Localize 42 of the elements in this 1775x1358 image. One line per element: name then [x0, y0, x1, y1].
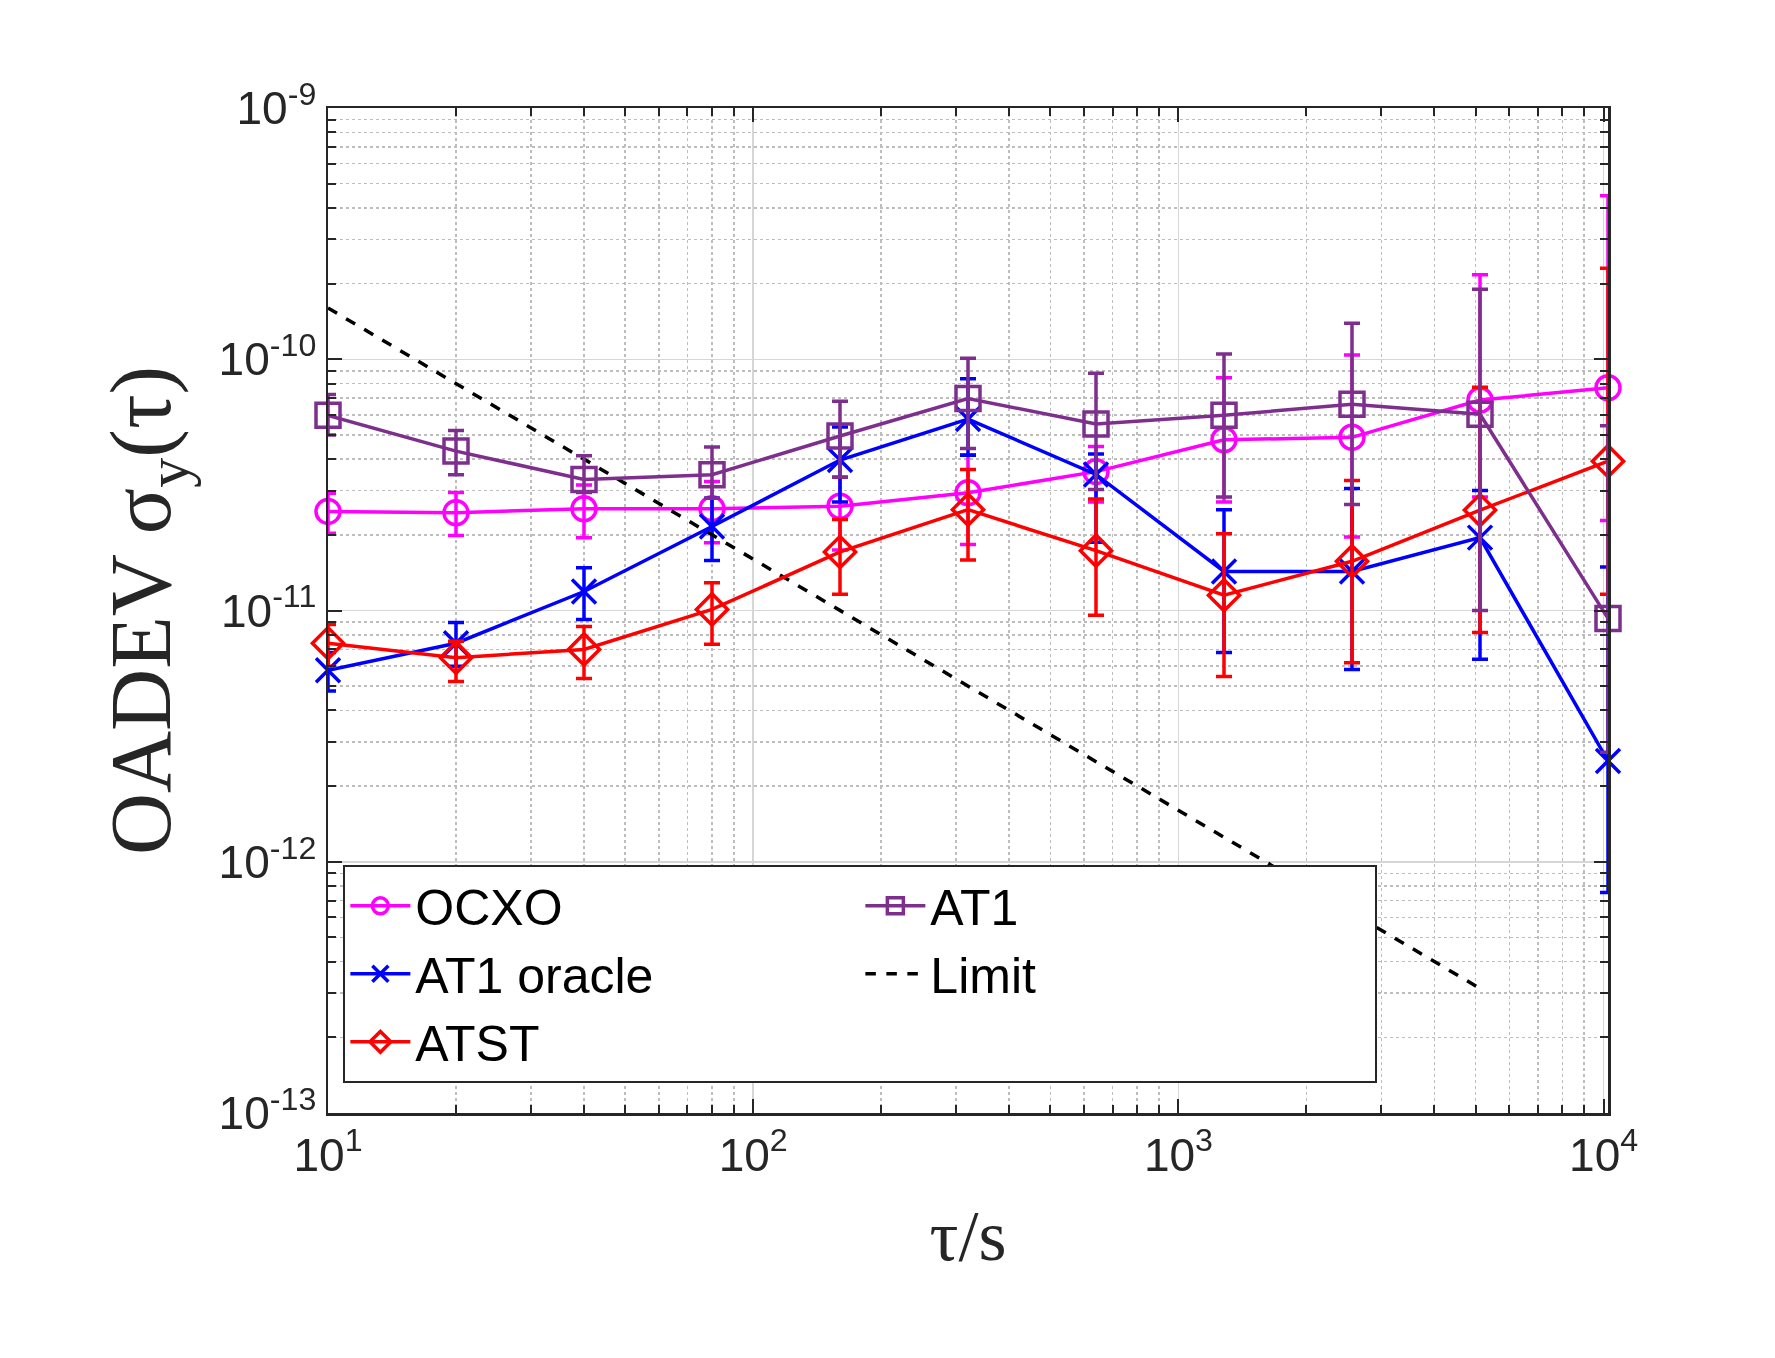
point — [310, 625, 346, 661]
point — [442, 498, 470, 527]
point — [1206, 577, 1242, 613]
point — [1338, 390, 1366, 419]
legend-label: AT1 — [930, 880, 1019, 937]
legend-label: ATST — [415, 1016, 540, 1073]
point — [950, 492, 986, 527]
point — [1590, 443, 1626, 479]
point — [1466, 400, 1494, 429]
point — [1078, 533, 1114, 569]
point — [1594, 604, 1622, 633]
x-axis-title: τ/s — [929, 1195, 1007, 1276]
point — [1082, 410, 1110, 438]
point — [1334, 543, 1370, 579]
point — [698, 512, 726, 541]
y-tick-label: 10$^{-11}$ — [220, 578, 317, 637]
y-tick-label: 10$^{-10}$ — [218, 327, 317, 386]
legend-label: OCXO — [415, 880, 563, 937]
y-tick-label: 10$^{-9}$ — [236, 75, 317, 135]
x-tick-label: 10$^{3}$ — [1143, 1122, 1213, 1181]
point — [954, 384, 982, 413]
x-tick-label: 10$^{2}$ — [718, 1122, 788, 1181]
point — [826, 422, 854, 450]
point — [694, 592, 730, 627]
point — [1210, 401, 1238, 430]
point — [1594, 747, 1622, 775]
point — [570, 495, 598, 523]
point — [438, 640, 474, 676]
y-tick-label: 10$^{-12}$ — [218, 829, 317, 888]
point — [570, 465, 598, 494]
point — [822, 534, 858, 570]
point — [314, 401, 342, 430]
legend-label: Limit — [930, 948, 1037, 1005]
legend-label: AT1 oracle — [415, 948, 654, 1005]
point — [566, 632, 602, 667]
point — [1594, 374, 1622, 402]
point — [442, 437, 470, 465]
x-tick-label: 10$^{4}$ — [1569, 1122, 1639, 1181]
point — [314, 497, 342, 526]
point — [698, 460, 726, 489]
point — [570, 577, 598, 606]
point — [314, 656, 342, 685]
